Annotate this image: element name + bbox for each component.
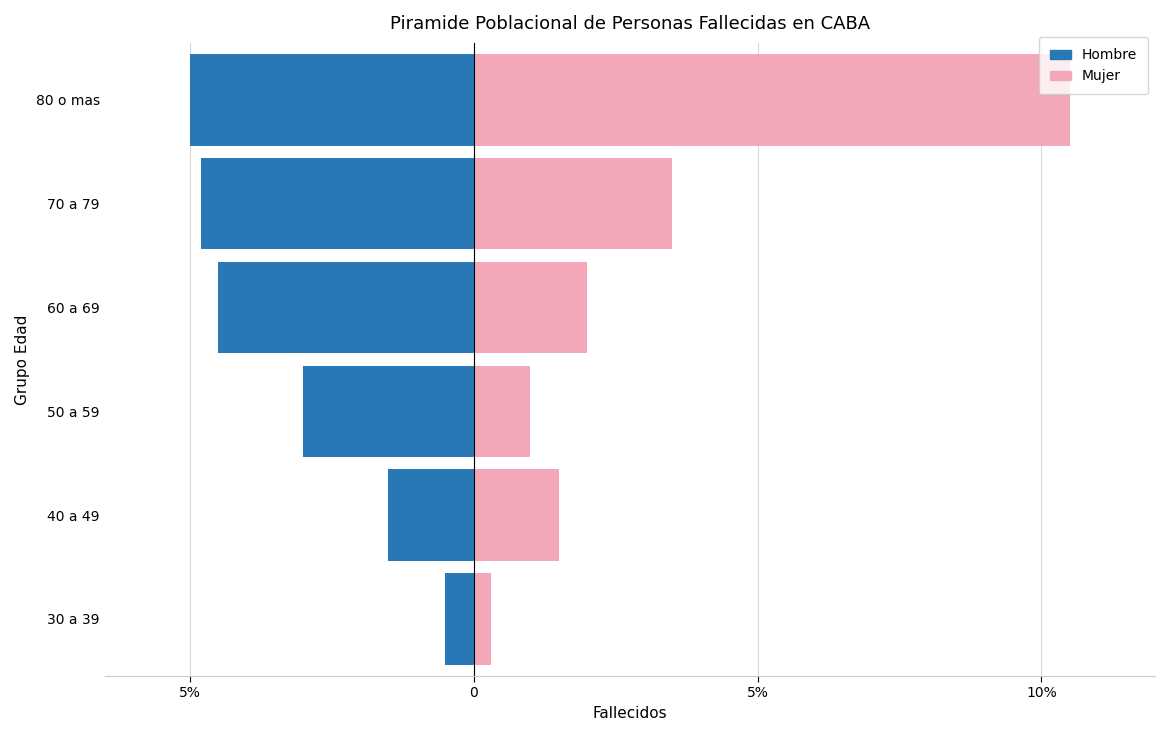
Bar bbox=[190, 54, 474, 146]
Y-axis label: Grupo Edad: Grupo Edad bbox=[15, 314, 30, 405]
Bar bbox=[218, 262, 474, 353]
Bar bbox=[474, 54, 1069, 146]
Bar bbox=[474, 573, 490, 665]
Bar bbox=[474, 262, 587, 353]
Legend: Hombre, Mujer: Hombre, Mujer bbox=[1039, 38, 1148, 94]
Bar bbox=[474, 158, 673, 250]
Bar bbox=[388, 470, 474, 561]
Bar bbox=[446, 573, 474, 665]
X-axis label: Fallecidos: Fallecidos bbox=[592, 706, 667, 721]
Bar bbox=[474, 366, 530, 457]
Bar bbox=[201, 158, 474, 250]
Bar bbox=[303, 366, 474, 457]
Title: Piramide Poblacional de Personas Fallecidas en CABA: Piramide Poblacional de Personas Falleci… bbox=[390, 15, 869, 33]
Bar bbox=[474, 470, 559, 561]
